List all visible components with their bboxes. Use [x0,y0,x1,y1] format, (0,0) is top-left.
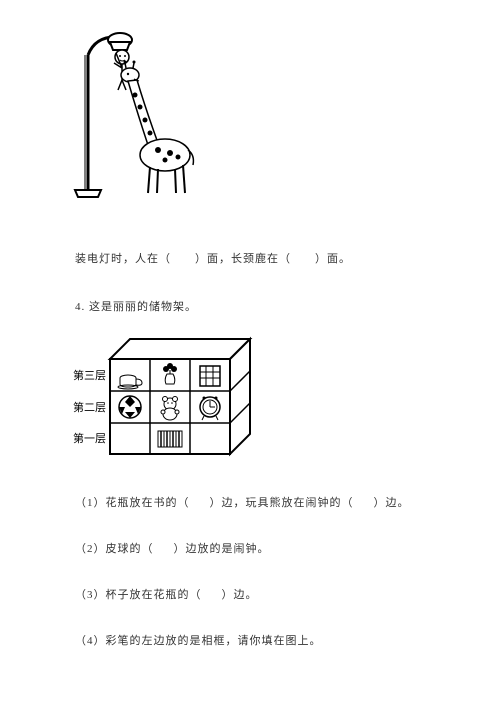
sub1-blank2 [354,494,374,510]
layer3-label: 第三层 [73,368,106,382]
sub2-blank1 [154,540,174,556]
q3-blank2 [291,250,315,266]
q3-part1: 装电灯时，人在（ [75,253,171,265]
q3-part3: ）面。 [315,253,351,265]
sub4-t1: （4）彩笔的左边放的是相框，请你填在图上。 [75,635,322,647]
sub3-blank1 [202,586,222,602]
sub3-t1: （3）杯子放在花瓶的（ [75,589,202,601]
question-4-title: 4. 这是丽丽的储物架。 [75,298,440,314]
shelf-illustration: 第三层 第二层 第一层 [70,334,260,464]
sub1-t3: ）边。 [374,497,410,509]
sub1-t1: （1）花瓶放在书的（ [75,497,190,509]
giraffe-lamp-illustration [70,25,210,205]
sub-question-3: （3）杯子放在花瓶的（ ）边。 [75,586,440,602]
q3-blank1 [171,250,195,266]
sub-question-4: （4）彩笔的左边放的是相框，请你填在图上。 [75,632,440,648]
q3-part2: ）面，长颈鹿在（ [195,253,291,265]
sub2-t2: ）边放的是闹钟。 [174,543,270,555]
layer1-label: 第一层 [73,431,106,445]
sub2-t1: （2）皮球的（ [75,543,154,555]
layer2-label: 第二层 [73,400,106,414]
sub3-t2: ）边。 [222,589,258,601]
sub1-blank1 [190,494,210,510]
sub-question-2: （2）皮球的（ ）边放的是闹钟。 [75,540,440,556]
sub-question-1: （1）花瓶放在书的（ ）边，玩具熊放在闹钟的（ ）边。 [75,494,440,510]
question-3-text: 装电灯时，人在（ ）面，长颈鹿在（ ）面。 [75,250,440,266]
sub1-t2: ）边，玩具熊放在闹钟的（ [210,497,354,509]
